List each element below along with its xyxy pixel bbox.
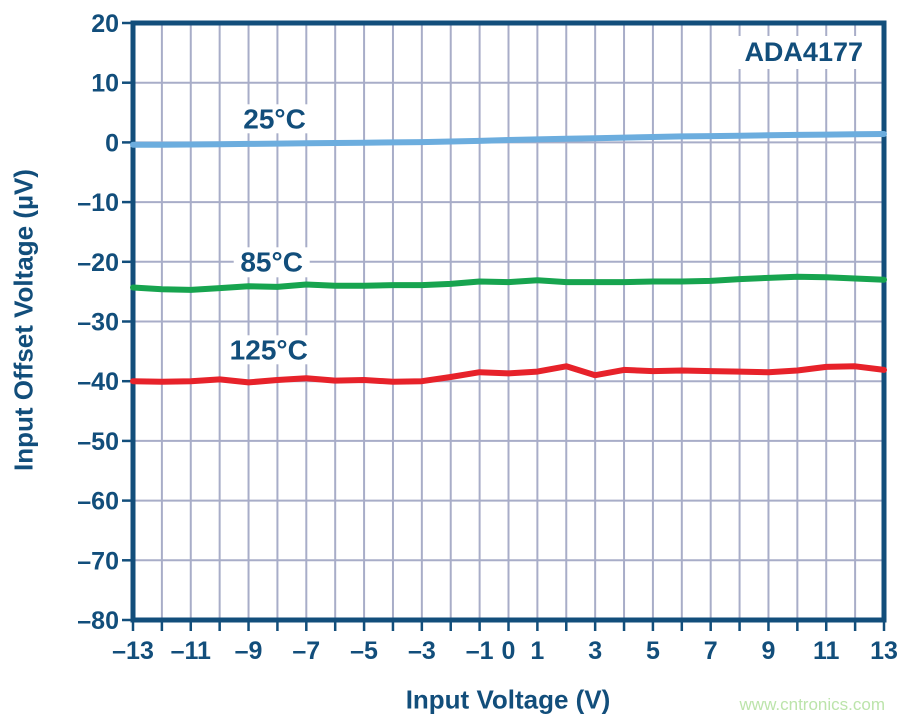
x-tick-label: 3 (588, 637, 602, 665)
y-tick-label: –30 (77, 309, 119, 337)
x-tick-label: 1 (530, 637, 544, 665)
y-tick-label: –60 (77, 488, 119, 516)
x-tick-label: –1 (466, 637, 494, 665)
x-tick-label: 11 (813, 637, 840, 665)
x-axis-title: Input Voltage (V) (405, 684, 611, 715)
x-tick-label: 13 (870, 637, 898, 665)
series-line-125°C (130, 363, 887, 386)
y-tick-label: –20 (77, 249, 119, 277)
series-label-85c: 85°C (233, 247, 310, 277)
x-tick-label: –7 (292, 637, 320, 665)
x-tick-label: 9 (762, 637, 776, 665)
series-line-25°C (130, 131, 887, 148)
series-line-85°C (130, 273, 887, 293)
x-tick-label: –11 (171, 637, 211, 665)
y-tick-label: 20 (91, 10, 119, 38)
x-tick-label: –5 (350, 637, 378, 665)
y-axis-title: Input Offset Voltage (µV) (8, 169, 39, 471)
y-tick-label: –40 (77, 368, 119, 396)
series-label-25c: 25°C (236, 103, 313, 133)
x-tick-label: 5 (646, 637, 660, 665)
plot-frame (130, 20, 887, 623)
y-tick-label: –70 (77, 547, 119, 575)
y-tick-label: –80 (77, 607, 119, 635)
y-tick-label: 10 (91, 70, 119, 98)
y-tick-label: –10 (77, 189, 119, 217)
x-tick-label: –9 (235, 637, 263, 665)
x-tick-label: 0 (502, 637, 516, 665)
chart-title: ADA4177 (735, 36, 872, 69)
watermark: www.cntronics.com (739, 695, 885, 714)
y-tick-label: 0 (105, 129, 119, 157)
x-tick-label: –13 (112, 637, 154, 665)
series-label-125c: 125°C (222, 334, 315, 364)
y-tick-label: –50 (77, 428, 119, 456)
x-tick-label: –3 (408, 637, 436, 665)
x-tick-label: 7 (704, 637, 718, 665)
